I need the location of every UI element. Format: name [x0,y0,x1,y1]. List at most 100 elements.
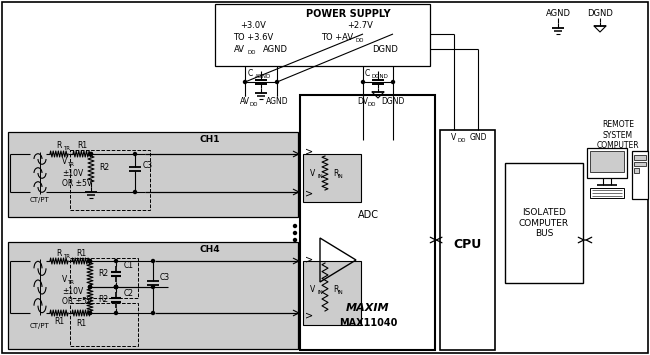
Bar [590,188,624,198]
Circle shape [114,285,118,289]
Bar [634,162,646,166]
Text: AGND: AGND [255,75,271,80]
Text: DGND: DGND [372,75,389,80]
Bar [303,154,361,202]
Text: ISOLATED
COMPUTER
BUS: ISOLATED COMPUTER BUS [519,208,569,238]
Text: +3.0V: +3.0V [240,22,266,31]
Text: CT/PT: CT/PT [30,323,50,329]
Circle shape [114,285,118,289]
Text: >: > [305,147,313,157]
Text: DGND: DGND [382,97,405,105]
Text: V: V [62,275,67,284]
Bar [634,168,639,173]
Text: C: C [365,70,370,78]
Text: R2: R2 [98,295,108,305]
Text: R1: R1 [76,248,86,257]
Text: DD: DD [367,102,376,106]
Text: GND: GND [469,132,487,142]
Circle shape [88,260,92,262]
Circle shape [114,260,118,262]
Text: ADC: ADC [358,210,378,220]
Text: TO +3.6V: TO +3.6V [233,33,273,42]
Text: V: V [62,158,67,166]
Bar [300,95,435,350]
Text: DGND: DGND [372,45,398,55]
Text: R: R [57,248,62,257]
Text: C1: C1 [124,262,134,271]
Text: REMOTE
SYSTEM
COMPUTER: REMOTE SYSTEM COMPUTER [597,120,640,150]
Bar [8,132,298,217]
Bar [303,261,361,325]
Text: C2: C2 [124,289,134,299]
Circle shape [88,260,92,262]
Text: R2: R2 [98,269,108,279]
Text: IN: IN [318,289,324,295]
Text: IN: IN [318,175,324,180]
Circle shape [88,285,92,289]
Text: V: V [310,169,315,179]
Bar [70,258,138,298]
Text: CPU: CPU [454,239,482,251]
Circle shape [88,311,92,315]
Text: R1: R1 [76,318,86,328]
Text: TR: TR [63,147,70,152]
Text: DD: DD [248,50,257,55]
Bar [590,151,624,172]
Circle shape [90,153,92,155]
Circle shape [88,311,92,315]
Bar [587,148,627,178]
Circle shape [361,81,365,83]
Bar [505,163,583,283]
Circle shape [114,311,118,315]
Bar [632,151,648,199]
Text: OR ±5V: OR ±5V [62,179,92,187]
Text: +2.7V: +2.7V [347,22,373,31]
Bar [70,303,138,346]
Text: POWER SUPPLY: POWER SUPPLY [306,9,391,19]
Text: C3: C3 [160,273,170,282]
Text: V: V [310,284,315,294]
Circle shape [88,285,92,289]
Bar [8,242,298,349]
Text: DD: DD [249,102,257,106]
Text: AGND: AGND [545,10,571,18]
Circle shape [151,311,155,315]
Text: MAX11040: MAX11040 [339,318,397,328]
Text: AGND: AGND [266,97,289,105]
Circle shape [114,285,118,289]
Text: >: > [305,189,313,199]
Text: AGND: AGND [263,45,287,55]
Bar [215,4,430,66]
Text: AV: AV [234,45,245,55]
Text: IN: IN [337,289,343,295]
Text: ±10V: ±10V [62,288,83,296]
Bar [70,150,150,210]
Circle shape [276,81,278,83]
Text: DV: DV [358,97,369,105]
Circle shape [294,231,296,235]
Text: V: V [451,132,456,142]
Text: >: > [305,254,313,264]
Circle shape [294,224,296,228]
Text: DD: DD [458,137,467,142]
Text: C: C [248,70,253,78]
Text: TR: TR [67,163,74,168]
Bar [440,130,495,350]
Text: C3: C3 [143,160,153,169]
Circle shape [133,191,136,193]
Text: TR: TR [67,280,74,285]
Text: MAXIM: MAXIM [346,303,390,313]
Text: R: R [333,284,339,294]
Text: OR ±5V: OR ±5V [62,297,92,306]
Bar [634,155,646,160]
Text: AV: AV [240,97,250,105]
Circle shape [133,153,136,155]
Text: R: R [333,169,339,179]
Text: TR: TR [63,253,70,258]
Circle shape [90,153,92,155]
Text: >: > [305,310,313,320]
Circle shape [88,285,92,289]
Circle shape [294,239,296,241]
Text: CT/PT: CT/PT [30,197,50,203]
Text: CH1: CH1 [200,136,220,144]
